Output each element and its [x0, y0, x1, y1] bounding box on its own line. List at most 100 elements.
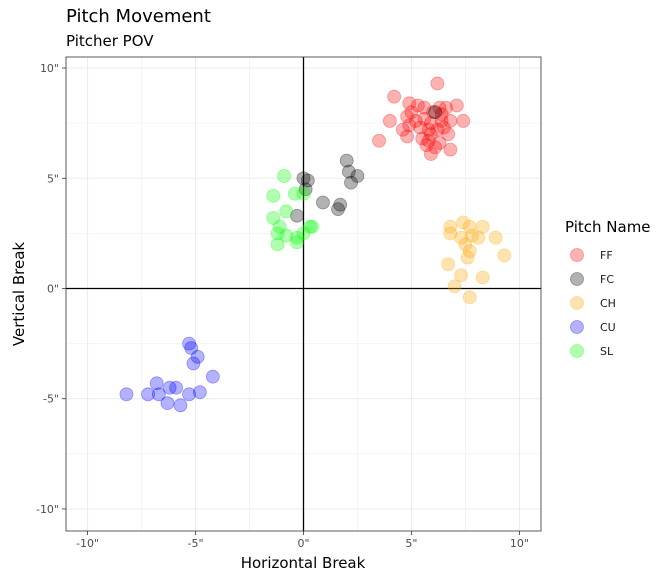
x-tick-label: 10": [510, 537, 529, 550]
point-ch: [441, 257, 456, 272]
data-points: [119, 76, 512, 413]
chart-title: Pitch Movement: [66, 6, 211, 27]
y-tick-label: 10": [40, 62, 59, 75]
point-ff: [404, 105, 419, 120]
legend-label-sl: SL: [600, 345, 614, 358]
point-sl: [290, 235, 304, 250]
point-ff: [426, 105, 440, 120]
point-ch: [462, 219, 477, 234]
point-fc: [341, 164, 356, 179]
y-tick-label: -10": [36, 503, 59, 516]
y-tick-label: 5": [47, 172, 59, 185]
legend-key-sl: [570, 344, 584, 358]
point-ch: [443, 226, 458, 241]
point-ff: [439, 100, 453, 115]
point-ch: [443, 219, 458, 234]
point-cu: [190, 349, 205, 364]
point-fc: [298, 182, 313, 197]
point-ff: [441, 127, 456, 142]
point-fc: [428, 105, 443, 120]
point-ff: [387, 89, 402, 104]
point-ch: [458, 237, 473, 252]
point-fc: [344, 175, 358, 190]
point-ff: [423, 127, 438, 142]
point-ff: [430, 76, 445, 91]
point-sl: [296, 186, 311, 201]
point-ff: [434, 107, 449, 122]
point-ff: [423, 147, 438, 161]
point-ch: [497, 248, 512, 263]
point-sl: [270, 237, 285, 252]
point-ff: [423, 116, 438, 131]
point-ff: [382, 114, 397, 128]
x-tick-label: 5": [405, 537, 417, 550]
point-sl: [296, 226, 311, 241]
point-ch: [488, 230, 503, 245]
point-sl: [266, 188, 281, 203]
point-ff: [428, 140, 443, 155]
point-sl: [277, 169, 291, 183]
point-cu: [151, 387, 166, 402]
point-cu: [173, 398, 188, 413]
point-cu: [160, 396, 175, 411]
point-sl: [290, 230, 304, 245]
point-ff: [443, 142, 458, 157]
legend: Pitch Name FF FC CH CU SL: [565, 218, 651, 358]
point-fc: [331, 202, 345, 217]
y-axis-title: Vertical Break: [10, 242, 28, 346]
point-cu: [205, 369, 220, 384]
point-ff: [400, 109, 415, 124]
point-ch: [447, 279, 462, 294]
legend-title: Pitch Name: [565, 218, 651, 236]
chart-subtitle: Pitcher POV: [66, 32, 154, 50]
point-ff: [432, 136, 447, 150]
legend-label-ch: CH: [600, 297, 616, 310]
point-sl: [287, 186, 302, 201]
point-fc: [333, 197, 348, 212]
point-sl: [272, 219, 287, 234]
point-ff: [415, 131, 430, 146]
point-ch: [456, 215, 471, 230]
legend-key-fc: [570, 272, 584, 286]
point-sl: [303, 219, 317, 234]
point-ch: [454, 230, 469, 245]
point-ff: [413, 120, 427, 135]
point-cu: [182, 336, 196, 351]
point-fc: [316, 195, 330, 210]
point-ff: [432, 100, 447, 115]
point-ch: [471, 230, 486, 245]
point-ff: [402, 96, 417, 111]
point-cu: [184, 341, 199, 355]
point-ch: [454, 268, 469, 283]
point-ch: [462, 244, 477, 258]
point-ff: [421, 122, 436, 137]
point-ch: [462, 290, 477, 305]
point-cu: [162, 380, 177, 395]
x-tick-label: 0": [297, 537, 309, 550]
point-cu: [186, 356, 201, 371]
x-axis-ticks: -10" -5" 0" 5" 10": [76, 531, 529, 550]
point-cu: [149, 376, 164, 391]
point-ff: [395, 122, 410, 137]
point-cu: [192, 385, 207, 400]
point-ff: [419, 138, 434, 153]
point-fc: [300, 173, 315, 188]
legend-key-cu: [570, 320, 584, 334]
point-ch: [465, 228, 479, 243]
point-ff: [400, 129, 415, 144]
legend-label-fc: FC: [600, 273, 614, 286]
point-fc: [350, 169, 365, 183]
x-tick-label: -10": [76, 537, 99, 550]
point-ff: [449, 98, 464, 113]
point-sl: [279, 228, 294, 243]
point-ff: [417, 100, 432, 115]
point-sl: [305, 219, 320, 234]
y-tick-label: -5": [43, 393, 59, 406]
point-ff: [417, 111, 432, 126]
point-ff: [421, 133, 436, 148]
point-sl: [266, 211, 281, 225]
point-ch: [475, 270, 490, 285]
point-ff: [443, 114, 458, 128]
point-ff: [436, 120, 451, 135]
